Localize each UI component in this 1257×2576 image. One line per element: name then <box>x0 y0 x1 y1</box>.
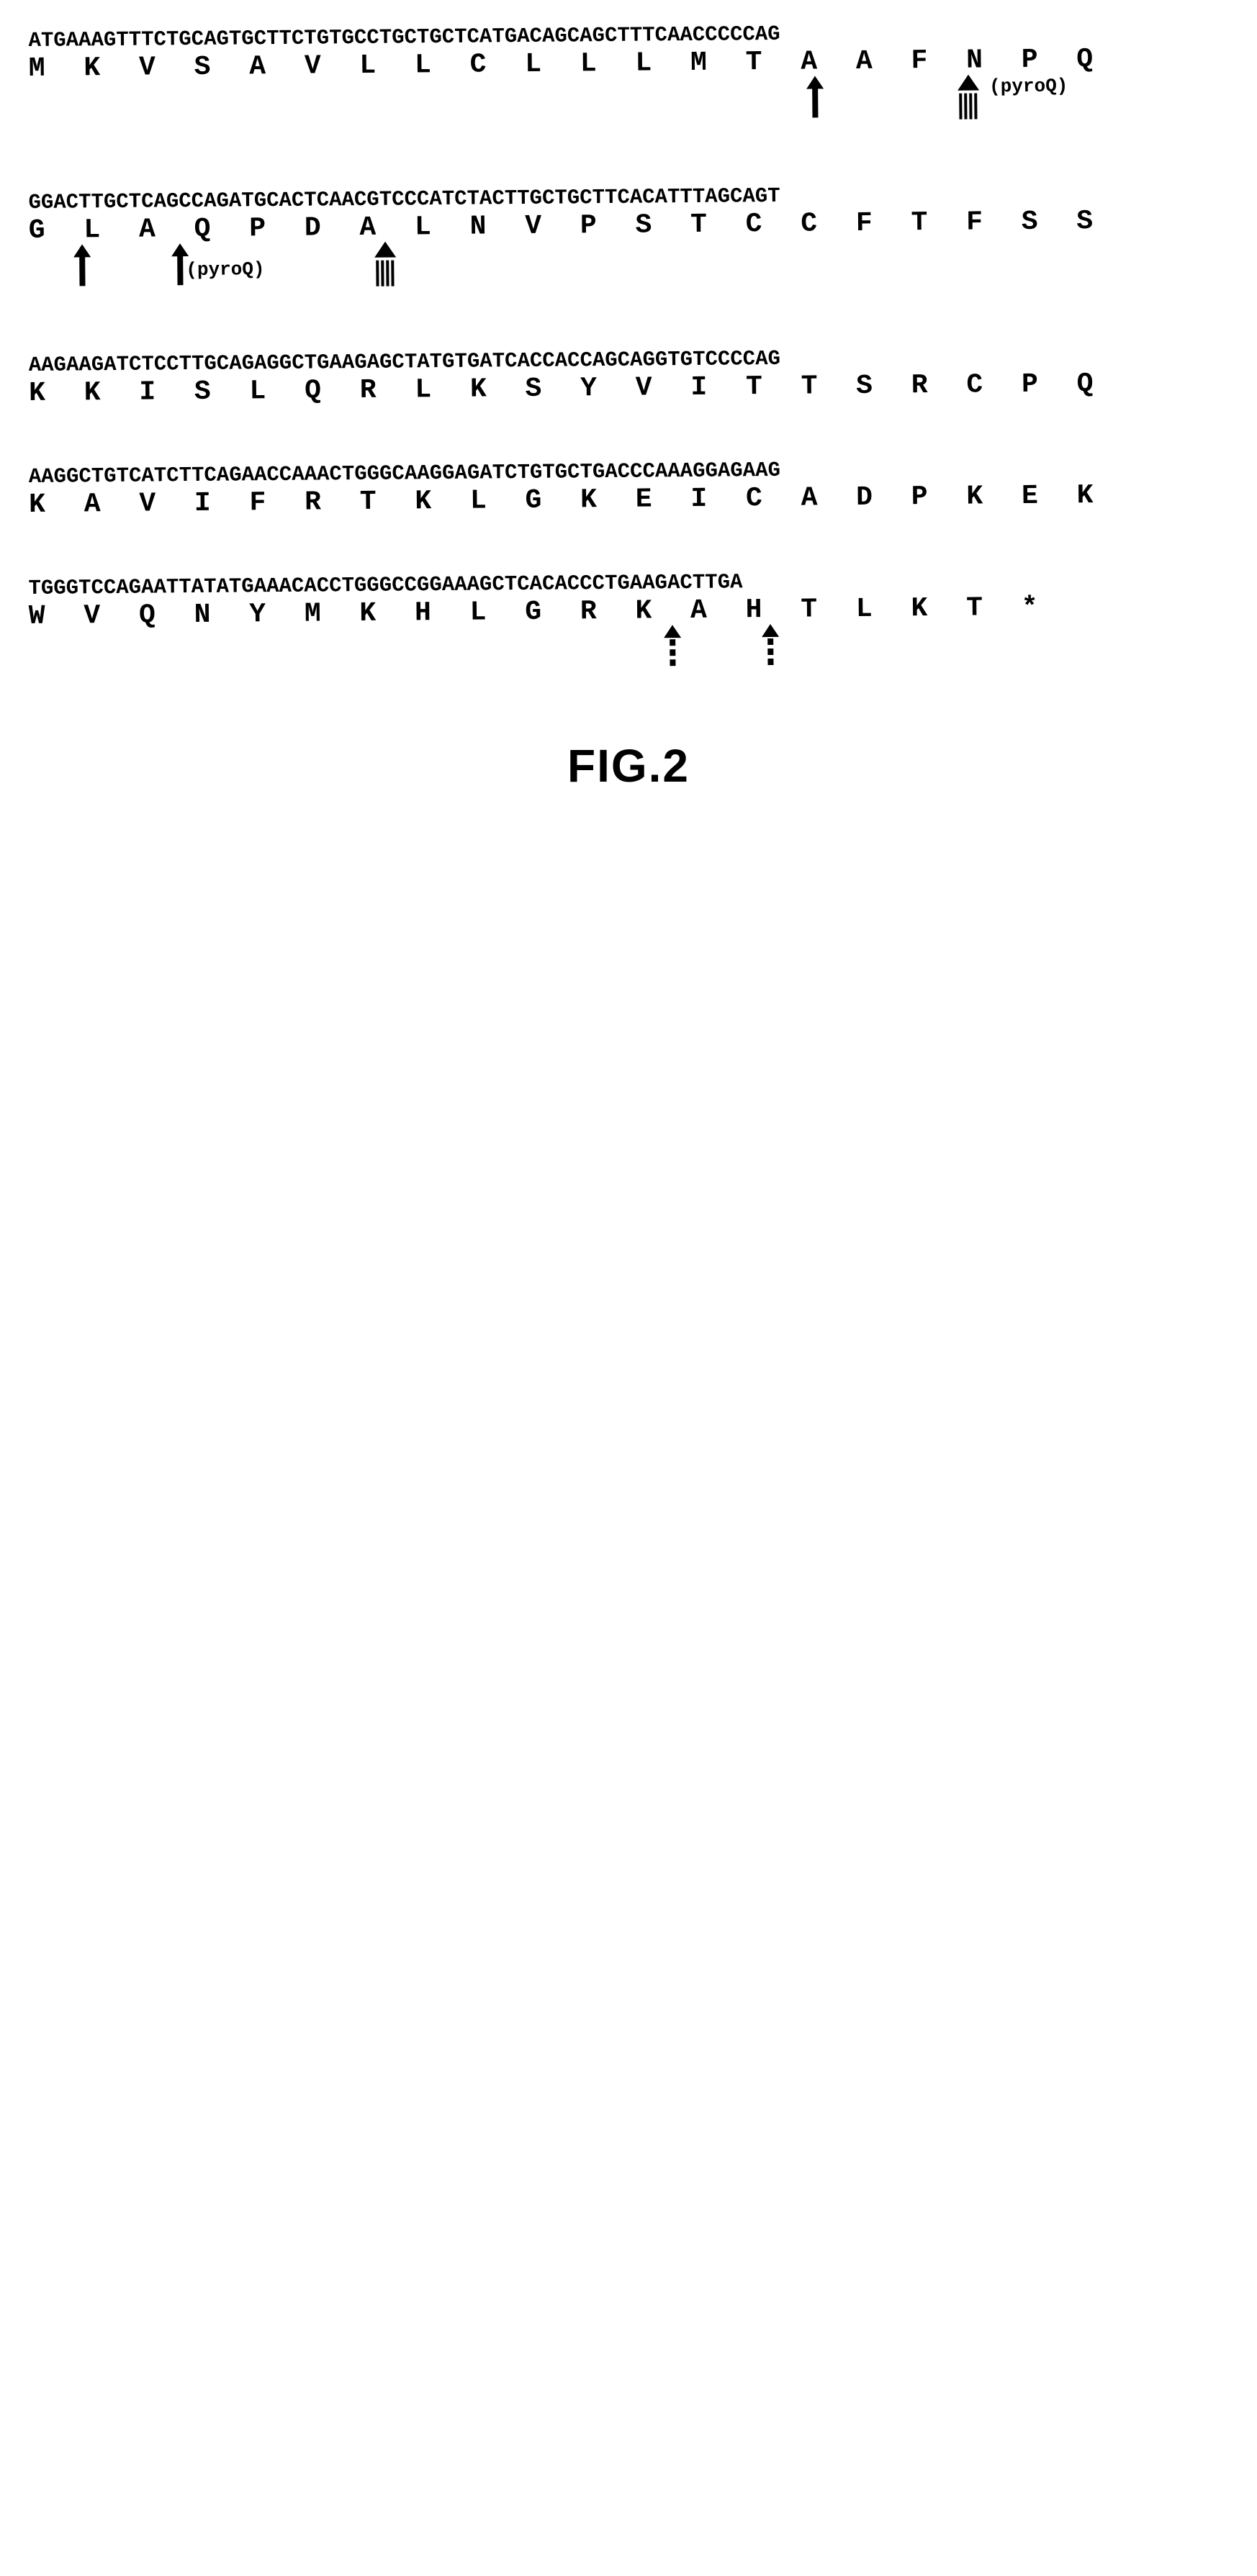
sequence-block: ATGAAAGTTTCTGCAGTGCTTCTGTGCCTGCTGCTCATGA… <box>28 18 1228 133</box>
annotation-row <box>29 620 1229 682</box>
sequence-block: GGACTTGCTCAGCCAGATGCACTCAACGTCCCATCTACTT… <box>28 181 1228 296</box>
pyroq-label: (pyroQ) <box>186 259 264 281</box>
barcode-triangle-icon <box>373 242 398 289</box>
sequence-block: AAGAAGATCTCCTTGCAGAGGCTGAAGAGCTATGTGATCA… <box>29 343 1229 407</box>
figure-label: FIG.2 <box>29 739 1228 792</box>
annotation-row: (pyroQ) <box>29 73 1229 134</box>
cleavage-arrow-icon <box>805 76 826 119</box>
sequence-block: TGGGTCCAGAATTATATGAAACACCTGGGCCGGAAAGCTC… <box>28 566 1228 682</box>
pyroq-label: (pyroQ) <box>989 76 1068 98</box>
cleavage-arrow-dashed-icon <box>760 625 781 669</box>
barcode-triangle-icon <box>956 75 981 122</box>
cleavage-arrow-icon <box>72 245 93 288</box>
sequence-block: AAGGCTGTCATCTTCAGAACCAAACTGGGCAAGGAGATCT… <box>29 454 1229 519</box>
annotation-row: (pyroQ) <box>29 235 1229 296</box>
cleavage-arrow-dashed-icon <box>662 625 683 670</box>
